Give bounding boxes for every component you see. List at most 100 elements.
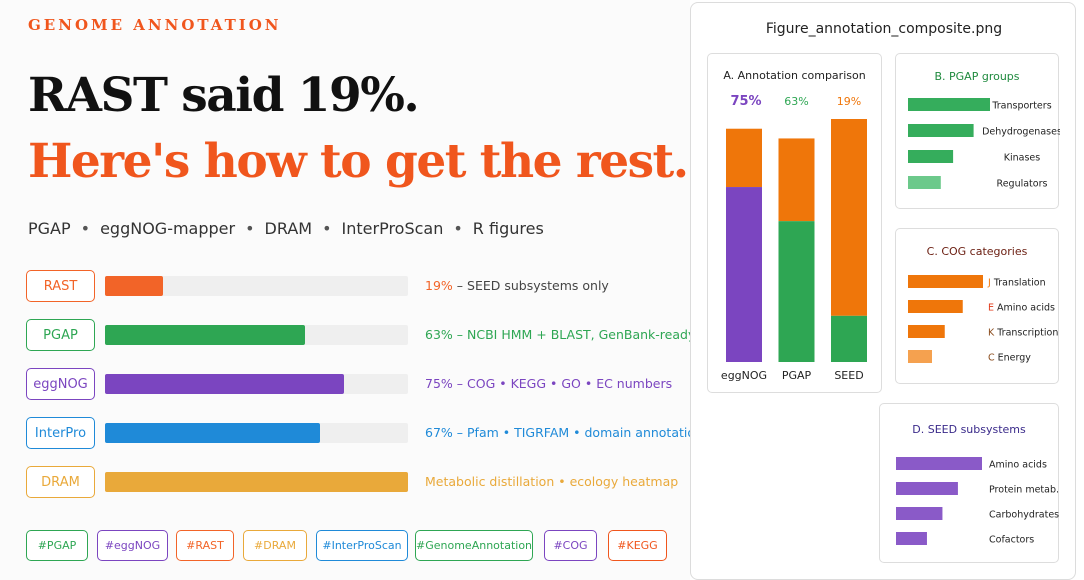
panel-title: C. COG categories [926, 245, 1028, 258]
tool-tag: RAST [26, 270, 95, 302]
panel-title: A. Annotation comparison [723, 69, 866, 82]
bar-label: Amino acids [989, 460, 1047, 471]
x-tick-label: SEED [834, 369, 863, 382]
bar-label: Cofactors [989, 535, 1034, 546]
tool-item: PGAP [28, 219, 71, 238]
article-panel: GENOME ANNOTATION RAST said 19%. Here's … [26, 16, 703, 561]
separator: • [245, 219, 255, 238]
headline-line-2: Here's how to get the rest. [28, 134, 689, 189]
bar-label: E Amino acids [988, 303, 1055, 314]
bar-label: K Transcription [988, 328, 1058, 339]
stacked-bar-chart: eggNOG 75% PGAP 63% SEED 19% [721, 94, 867, 382]
progress-track [105, 276, 408, 296]
hashtag-pill[interactable]: #GenomeAnnotation [415, 530, 533, 561]
progress-fill [105, 325, 305, 345]
panel-annotation-comparison: A. Annotation comparison eggNOG 75% PGAP 63… [707, 53, 882, 393]
row-description: Metabolic distillation • ecology heatmap [425, 474, 678, 489]
bar-label: Protein metab. [989, 485, 1059, 496]
progress-track [105, 374, 408, 394]
bar [908, 150, 954, 163]
comparison-row-pgap: PGAP 63% – NCBI HMM + BLAST, GenBank-rea… [26, 319, 695, 351]
bar-label: Transporters [991, 101, 1051, 112]
x-tick-label: eggNOG [721, 369, 767, 382]
bar [896, 532, 927, 545]
category-letter: E [988, 303, 997, 314]
hashtag-pill[interactable]: #eggNOG [97, 530, 168, 561]
panel-cog-categories: C. COG categories J Translation E Amino a… [895, 228, 1059, 384]
bar-label: Carbohydrates [989, 510, 1059, 521]
bar-label: Regulators [997, 179, 1048, 190]
data-label: 75% [730, 94, 761, 109]
bar [908, 275, 983, 288]
horizontal-bar-chart: Amino acids Protein metab. Carbohydrates Co… [896, 457, 1059, 546]
bar [908, 350, 932, 363]
bar [896, 507, 943, 520]
row-desc-lead: 19% [425, 278, 453, 293]
panel-seed-subsystems: D. SEED subsystems Amino acids Protein me… [879, 403, 1059, 563]
bar [908, 300, 963, 313]
hashtag-pill[interactable]: #RAST [176, 530, 234, 561]
bar-label: Kinases [1004, 153, 1041, 164]
bar-segment-lower [726, 187, 762, 362]
tool-tag: PGAP [26, 319, 95, 351]
comparison-row-rast: RAST 19% – SEED subsystems only [26, 270, 686, 302]
bar-segment-upper [726, 128, 762, 188]
hashtag-pill[interactable]: #PGAP [26, 530, 88, 561]
comparison-row-eggnog: eggNOG 75% – COG • KEGG • GO • EC number… [26, 368, 686, 400]
row-description: 19% – SEED subsystems only [425, 278, 609, 293]
row-description: 75% – COG • KEGG • GO • EC numbers [425, 376, 672, 391]
row-desc-rest: – SEED subsystems only [456, 278, 609, 293]
tool-tag: DRAM [26, 466, 95, 498]
progress-track [105, 423, 408, 443]
tool-item: DRAM [264, 219, 313, 238]
panel-title: B. PGAP groups [934, 70, 1020, 83]
hashtag-pill[interactable]: #COG [544, 530, 597, 561]
tool-item: R figures [472, 219, 544, 238]
category-name: Translation [993, 278, 1046, 289]
row-desc-lead: 75% [425, 376, 453, 391]
bar [908, 176, 941, 189]
category-letter: K [988, 328, 997, 339]
row-desc-lead: Metabolic distillation [425, 474, 555, 489]
tool-tag: eggNOG [26, 368, 95, 400]
category-name: Energy [998, 353, 1032, 364]
category-name: Transcription [996, 328, 1058, 339]
bar [896, 457, 982, 470]
category-letter: J [987, 278, 994, 289]
x-tick-label: PGAP [782, 369, 812, 382]
row-desc-rest: – COG • KEGG • GO • EC numbers [456, 376, 673, 391]
bar-segment-upper [831, 119, 867, 316]
progress-fill [105, 276, 163, 296]
comparison-row-dram: DRAM Metabolic distillation • ecology he… [26, 466, 686, 498]
tool-list: PGAP • eggNOG-mapper • DRAM • InterProScan • R f… [28, 219, 544, 238]
bar [908, 325, 945, 338]
hashtag-pill[interactable]: #DRAM [243, 530, 307, 561]
progress-fill [105, 423, 321, 443]
bar [896, 482, 958, 495]
category-name: Amino acids [997, 303, 1055, 314]
bar [908, 98, 990, 111]
progress-fill [105, 374, 345, 394]
row-desc-rest: • ecology heatmap [554, 474, 679, 489]
separator: • [322, 219, 332, 238]
category-letter: C [988, 353, 998, 364]
row-desc-lead: 63% [425, 327, 453, 342]
progress-track [105, 325, 408, 345]
row-desc-rest: – NCBI HMM + BLAST, GenBank-ready [456, 327, 696, 342]
row-desc-rest: – Pfam • TIGRFAM • domain annotation [456, 425, 703, 440]
separator: • [453, 219, 463, 238]
horizontal-bar-chart: J Translation E Amino acids K Transcriptio… [908, 275, 1058, 364]
headline-line-1: RAST said 19%. [28, 68, 420, 123]
bar [908, 124, 974, 137]
panel-pgap-groups: B. PGAP groups Transporters Dehydrogenase… [895, 53, 1060, 209]
bar-segment-lower [778, 221, 815, 362]
row-description: 67% – Pfam • TIGRFAM • domain annotation [425, 425, 703, 440]
hashtag-pill[interactable]: #KEGG [608, 530, 667, 561]
hashtag-pill[interactable]: #InterProScan [316, 530, 408, 561]
comparison-row-interpro: InterPro 67% – Pfam • TIGRFAM • domain a… [26, 417, 703, 449]
progress-track [105, 472, 408, 492]
eyebrow-label: GENOME ANNOTATION [28, 16, 282, 34]
bar-label: Dehydrogenases [982, 127, 1060, 138]
tool-tag: InterPro [26, 417, 95, 449]
tool-item: eggNOG-mapper [100, 219, 236, 238]
